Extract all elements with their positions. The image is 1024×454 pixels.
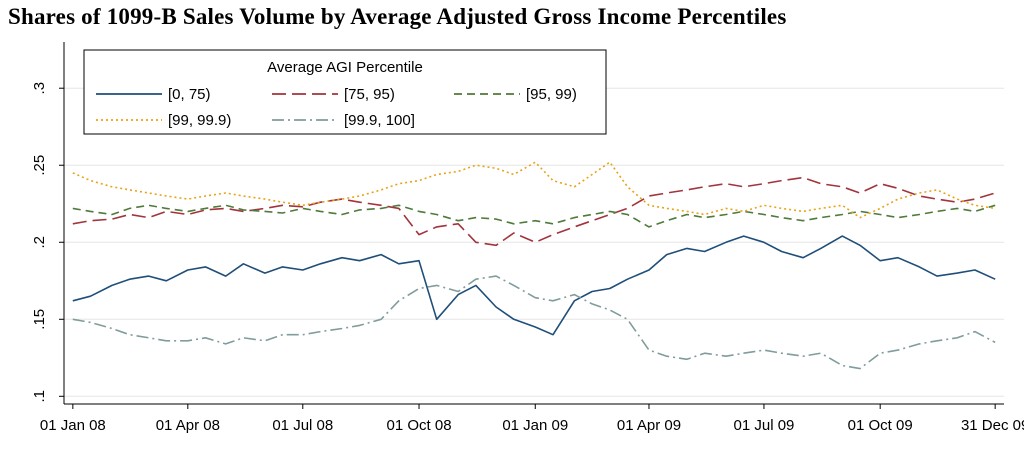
y-tick-label: .15 bbox=[31, 309, 48, 330]
x-tick-label: 01 Apr 08 bbox=[156, 417, 220, 434]
legend-box bbox=[83, 49, 607, 135]
y-tick-label: .2 bbox=[31, 236, 48, 249]
y-tick-label: .1 bbox=[31, 390, 48, 403]
x-tick-label: 31 Dec 09 bbox=[961, 417, 1024, 434]
series-line-2 bbox=[72, 204, 996, 228]
x-tick-label: 01 Jan 08 bbox=[40, 417, 106, 434]
series-lines bbox=[72, 161, 996, 370]
x-tick-label: 01 Apr 09 bbox=[617, 417, 681, 434]
series-line-0 bbox=[72, 235, 996, 336]
x-tick-label: 01 Jul 09 bbox=[734, 417, 795, 434]
x-tick-label: 01 Oct 08 bbox=[387, 417, 452, 434]
x-tick-label: 01 Oct 09 bbox=[848, 417, 913, 434]
chart-title: Shares of 1099-B Sales Volume by Average… bbox=[8, 4, 787, 29]
legend: Average AGI Percentile [0, 75) [75, 95) [95… bbox=[83, 49, 607, 135]
legend-label-3: [99, 99.9) bbox=[168, 112, 231, 129]
legend-label-0: [0, 75) bbox=[168, 86, 211, 103]
y-tick-label: .25 bbox=[31, 155, 48, 176]
legend-label-1: [75, 95) bbox=[344, 86, 395, 103]
x-tick-label: 01 Jan 09 bbox=[502, 417, 568, 434]
y-tick-label: .3 bbox=[31, 82, 48, 95]
legend-label-4: [99.9, 100] bbox=[344, 112, 415, 129]
legend-label-2: [95, 99) bbox=[526, 86, 577, 103]
x-tick-label: 01 Jul 08 bbox=[272, 417, 333, 434]
legend-title: Average AGI Percentile bbox=[267, 59, 423, 76]
axes: .1 .15 .2 .25 .3 01 Jan 08 01 Apr 08 01 Jul 08 0… bbox=[31, 42, 1024, 434]
series-line-3 bbox=[72, 161, 996, 219]
series-line-4 bbox=[72, 275, 996, 370]
